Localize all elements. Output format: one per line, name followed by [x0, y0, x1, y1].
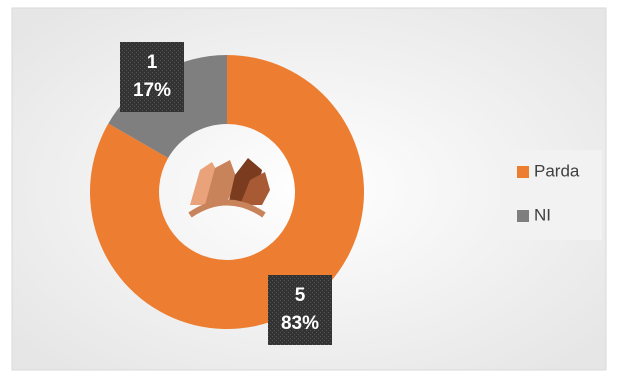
data-label-percent: 83%: [281, 313, 319, 334]
data-label-box: [268, 275, 332, 345]
donut-slice: [89, 55, 364, 329]
data-label-value: 1: [147, 52, 158, 73]
legend-swatch: [517, 166, 529, 178]
data-label-box: [120, 42, 184, 112]
legend-box: [505, 150, 602, 240]
data-label-percent: 17%: [133, 80, 171, 101]
legend-label: Parda: [534, 161, 580, 180]
data-label-value: 5: [295, 285, 306, 306]
legend-label: NI: [534, 205, 551, 224]
legend-swatch: [517, 210, 529, 222]
hands-icon: [188, 158, 270, 218]
